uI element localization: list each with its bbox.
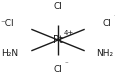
Text: Pt: Pt — [53, 35, 62, 45]
Text: NH₂: NH₂ — [95, 49, 112, 58]
Text: ⁻: ⁻ — [64, 61, 68, 67]
Text: ⁻: ⁻ — [112, 15, 115, 21]
Text: ⁻Cl: ⁻Cl — [0, 19, 14, 28]
Text: Cl: Cl — [53, 2, 62, 11]
Text: H₂N: H₂N — [1, 49, 18, 58]
Text: ⁻: ⁻ — [64, 0, 68, 5]
Text: 4+: 4+ — [63, 30, 73, 36]
Text: Cl: Cl — [53, 65, 62, 74]
Text: Cl: Cl — [101, 19, 110, 28]
